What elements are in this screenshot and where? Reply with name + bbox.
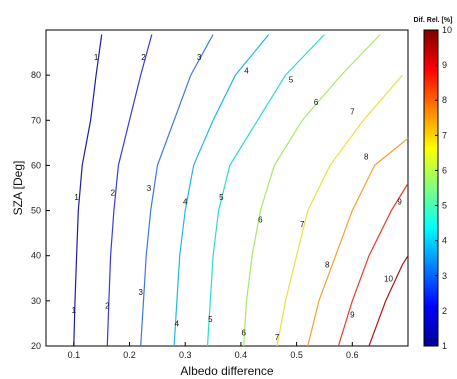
contour-label: 6 (241, 329, 246, 338)
contour-line-2 (106, 34, 153, 347)
contour-label: 8 (325, 261, 330, 270)
contour-label: 8 (364, 152, 369, 161)
contour-label: 3 (147, 184, 152, 193)
x-tick-label: 0.2 (123, 350, 136, 360)
colorbar-tick-label: 6 (442, 165, 447, 175)
contour-line-10 (368, 255, 409, 347)
contour-line-7 (276, 74, 403, 347)
x-tick-label: 0.4 (235, 350, 248, 360)
contour-label: 7 (275, 333, 280, 342)
x-tick-label: 0.5 (290, 350, 303, 360)
contour-line-5 (206, 34, 325, 347)
y-tick-label: 70 (31, 115, 41, 125)
contour-line-8 (307, 137, 409, 347)
colorbar (423, 29, 439, 347)
contour-label: 4 (183, 198, 188, 207)
y-axis-ticks: 20 30 40 50 60 70 80 (31, 70, 50, 351)
y-tick-label: 50 (31, 206, 41, 216)
y-tick-label: 30 (31, 296, 41, 306)
contour-label: 1 (74, 193, 79, 202)
plot-area (45, 29, 409, 347)
colorbar-tick-label: 2 (442, 306, 447, 316)
x-axis-label: Albedo difference (180, 364, 274, 378)
contour-label: 3 (197, 53, 202, 62)
contour-lines (73, 34, 409, 347)
colorbar-tick-label: 7 (442, 130, 447, 140)
contour-label: 1 (94, 53, 99, 62)
x-tick-label: 0.6 (346, 350, 359, 360)
colorbar-tick-label: 1 (442, 341, 447, 351)
contour-line-6 (243, 34, 381, 347)
contour-label: 2 (105, 301, 110, 310)
x-axis-ticks: 0.1 0.2 0.3 0.4 0.5 0.6 (68, 342, 359, 360)
colorbar-tick-label: 8 (442, 95, 447, 105)
contour-label: 3 (138, 288, 143, 297)
contour-label: 5 (208, 315, 213, 324)
contour-label: 1 (72, 306, 77, 315)
x-tick-label: 0.1 (68, 350, 81, 360)
contour-label: 2 (141, 53, 146, 62)
contour-label: 4 (175, 319, 180, 328)
contour-line-1 (73, 34, 103, 347)
contour-label: 5 (289, 76, 294, 85)
contour-label: 10 (384, 274, 393, 283)
contour-label: 6 (258, 216, 263, 225)
colorbar-tick-label: 3 (442, 271, 447, 281)
x-tick-label: 0.3 (179, 350, 192, 360)
y-tick-label: 80 (31, 70, 41, 80)
colorbar-tick-label: 4 (442, 236, 447, 246)
contour-label: 7 (300, 220, 305, 229)
y-axis-label: SZA [Deg] (11, 161, 25, 216)
contour-label: 4 (244, 67, 249, 76)
contour-line-9 (337, 183, 409, 347)
colorbar-title: Dif. Rel. [%] (414, 17, 453, 24)
y-tick-label: 20 (31, 341, 41, 351)
contour-line-3 (140, 34, 214, 347)
colorbar-ticks: 1 2 3 4 5 6 7 8 9 10 (435, 25, 452, 351)
contour-label: 2 (111, 189, 116, 198)
colorbar-tick-label: 10 (442, 25, 452, 35)
y-tick-label: 40 (31, 251, 41, 261)
contour-labels: 1 1 1 2 2 2 3 3 3 4 4 4 5 5 5 6 6 6 7 7 7 8 8 9 9 10 (72, 53, 403, 342)
colorbar-tick-label: 5 (442, 201, 447, 211)
contour-label: 9 (397, 198, 402, 207)
contour-label: 7 (350, 107, 355, 116)
colorbar-tick-label: 9 (442, 60, 447, 70)
contour-line-4 (173, 34, 270, 347)
y-tick-label: 60 (31, 160, 41, 170)
contour-label: 5 (219, 193, 224, 202)
contour-label: 9 (350, 310, 355, 319)
contour-label: 6 (314, 98, 319, 107)
